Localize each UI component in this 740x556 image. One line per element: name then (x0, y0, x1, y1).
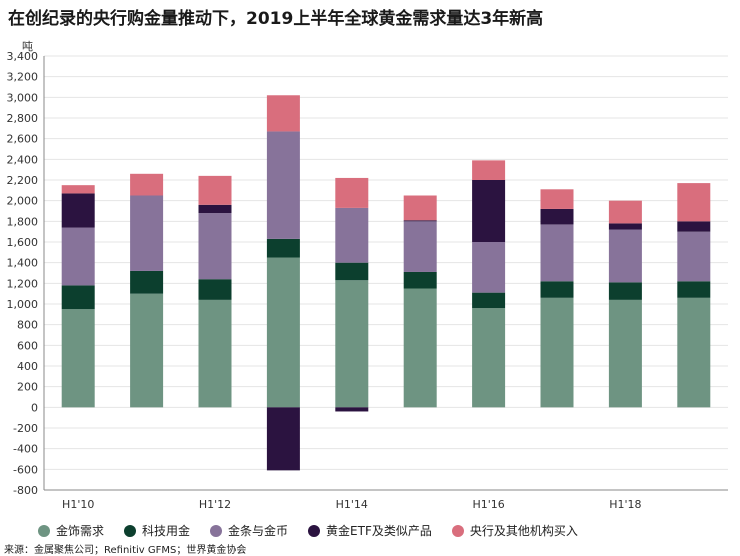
bar-segment-jewellery (130, 293, 164, 408)
bar-segment-jewellery (61, 309, 95, 408)
y-tick-label: 3,200 (7, 71, 39, 84)
source-note: 来源：金属聚焦公司；Refinitiv GFMS；世界黄金协会 (4, 545, 247, 556)
legend: 金饰需求 科技用金 金条与金币 黄金ETF及类似产品 央行及其他机构买入 (38, 522, 598, 539)
bar-segment-central_bank (540, 189, 574, 209)
bar-segment-central_bank (61, 185, 95, 194)
bar-segment-bar_coin (403, 221, 437, 272)
bar-segment-etf (266, 407, 300, 471)
y-tick-label: 1,200 (7, 277, 39, 290)
legend-etf-marker-icon (308, 524, 321, 537)
bar-segment-technology (266, 238, 300, 258)
bar-segment-central_bank (266, 95, 300, 132)
bar-segment-etf (608, 223, 642, 230)
bar-segment-etf (540, 208, 574, 225)
bar-segment-bar_coin (266, 131, 300, 239)
bar-segment-bar_coin (540, 224, 574, 282)
bar-segment-technology (608, 282, 642, 300)
y-tick-label: 2,000 (7, 195, 39, 208)
bar-segment-technology (335, 262, 369, 281)
legend-central-bank-marker-icon (451, 524, 464, 537)
y-tick-label: 0 (31, 401, 38, 414)
bar-segment-technology (472, 292, 506, 309)
bar-segment-jewellery (472, 308, 506, 408)
y-tick-label: 1,600 (7, 236, 39, 249)
legend-bar-coin-label: 金条与金币 (228, 524, 289, 538)
y-tick-label: 200 (17, 381, 38, 394)
legend-central-bank-label: 央行及其他机构买入 (469, 524, 578, 538)
bar-segment-bar_coin (472, 242, 506, 293)
bar-segment-bar_coin (61, 227, 95, 286)
bar-segment-jewellery (403, 288, 437, 408)
x-tick-label: H1'14 (336, 498, 368, 511)
bar-segment-central_bank (472, 160, 506, 180)
bar-segment-bar_coin (198, 213, 232, 280)
y-tick-label: -800 (13, 484, 38, 497)
bar-segment-bar_coin (130, 195, 164, 271)
y-axis-unit: 吨 (22, 40, 33, 53)
gold-demand-chart: 3,400 3,200 3,000 2,800 2,600 2,400 2,200 2,000… (7, 50, 728, 511)
x-tick-label: H1'18 (609, 498, 641, 511)
bar-segment-jewellery (335, 280, 369, 408)
bar-segment-bar_coin (608, 229, 642, 283)
bar-segment-jewellery (540, 297, 574, 408)
y-tick-label: 3,000 (7, 91, 39, 104)
bar-segment-jewellery (266, 257, 300, 408)
bar-segment-central_bank (198, 175, 232, 205)
y-tick-label: 2,200 (7, 174, 39, 187)
y-tick-label: 400 (17, 360, 38, 373)
bar-segment-technology (540, 281, 574, 298)
bar-segment-jewellery (677, 297, 711, 408)
legend-bar-coin-marker-icon (210, 524, 223, 537)
bar-segment-central_bank (677, 183, 711, 222)
legend-jewellery-marker-icon (38, 524, 50, 537)
x-tick-label: H1'12 (199, 498, 231, 511)
bar-segment-etf (61, 193, 95, 228)
y-tick-label: 3,400 (7, 50, 39, 63)
y-tick-label: 2,400 (7, 153, 39, 166)
legend-technology-marker-icon (124, 524, 137, 537)
bar-segment-jewellery (608, 299, 642, 408)
legend-item-etf: 黄金ETF及类似产品 (308, 522, 432, 539)
bar-segment-technology (130, 270, 164, 294)
axis-layer: 3,400 3,200 3,000 2,800 2,600 2,400 2,200 2,000… (7, 50, 728, 511)
bar-segment-central_bank (335, 177, 369, 208)
y-tick-label: 2,800 (7, 112, 39, 125)
legend-item-jewellery: 金饰需求 (38, 522, 104, 539)
bar-segment-technology (677, 281, 711, 298)
y-tick-label: 2,600 (7, 133, 39, 146)
legend-item-central-bank: 央行及其他机构买入 (451, 522, 578, 539)
legend-technology-label: 科技用金 (142, 524, 191, 538)
bars-layer (61, 95, 711, 471)
bar-segment-etf (677, 221, 711, 232)
bar-segment-central_bank (130, 173, 164, 196)
y-tick-label: 1,400 (7, 257, 39, 270)
bar-segment-etf (198, 204, 232, 214)
legend-etf-label: 黄金ETF及类似产品 (326, 524, 432, 538)
bar-segment-technology (403, 271, 437, 289)
y-tick-label: 1,800 (7, 215, 39, 228)
y-tick-label: -200 (13, 422, 38, 435)
legend-jewellery-label: 金饰需求 (56, 524, 105, 538)
bar-segment-etf (472, 180, 506, 242)
bar-segment-technology (198, 279, 232, 300)
chart-title: 在创纪录的央行购金量推动下，2019上半年全球黄金需求量达3年新高 (8, 9, 544, 29)
bar-segment-bar_coin (335, 207, 369, 263)
bar-segment-etf (403, 220, 437, 222)
bar-segment-central_bank (403, 195, 437, 221)
y-tick-label: 1,000 (7, 298, 39, 311)
legend-item-bar-coin: 金条与金币 (210, 522, 288, 539)
bar-segment-technology (61, 285, 95, 310)
bar-segment-etf (335, 407, 369, 412)
y-tick-label: -600 (13, 463, 38, 476)
bar-segment-central_bank (608, 200, 642, 224)
bar-segment-jewellery (198, 299, 232, 408)
legend-item-technology: 科技用金 (124, 522, 190, 539)
y-tick-label: 800 (17, 319, 38, 332)
y-tick-label: -400 (13, 443, 38, 456)
x-tick-label: H1'10 (62, 498, 94, 511)
y-tick-label: 600 (17, 339, 38, 352)
bar-segment-bar_coin (677, 231, 711, 282)
x-tick-label: H1'16 (472, 498, 504, 511)
